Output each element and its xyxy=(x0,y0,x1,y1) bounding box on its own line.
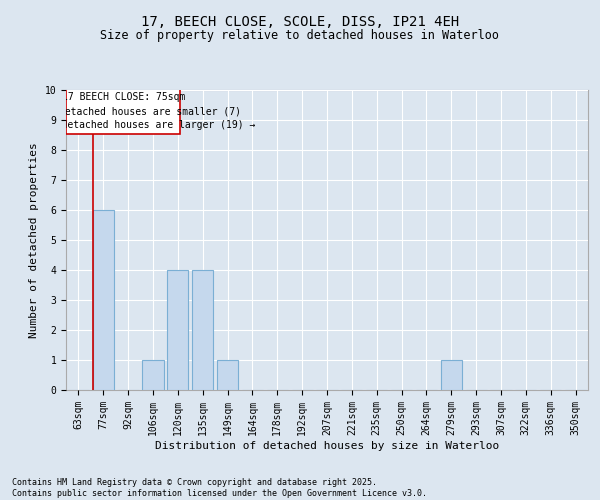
X-axis label: Distribution of detached houses by size in Waterloo: Distribution of detached houses by size … xyxy=(155,440,499,450)
Text: 17 BEECH CLOSE: 75sqm
← 27% of detached houses are smaller (7)
73% of semi-detac: 17 BEECH CLOSE: 75sqm ← 27% of detached … xyxy=(0,92,256,130)
Y-axis label: Number of detached properties: Number of detached properties xyxy=(29,142,39,338)
FancyBboxPatch shape xyxy=(67,88,181,134)
Bar xyxy=(167,270,188,390)
Text: 17, BEECH CLOSE, SCOLE, DISS, IP21 4EH: 17, BEECH CLOSE, SCOLE, DISS, IP21 4EH xyxy=(141,16,459,30)
Text: Contains HM Land Registry data © Crown copyright and database right 2025.
Contai: Contains HM Land Registry data © Crown c… xyxy=(12,478,427,498)
Text: Size of property relative to detached houses in Waterloo: Size of property relative to detached ho… xyxy=(101,28,499,42)
Bar xyxy=(217,360,238,390)
Bar xyxy=(142,360,164,390)
Bar xyxy=(441,360,462,390)
Bar xyxy=(93,210,114,390)
Bar xyxy=(192,270,213,390)
